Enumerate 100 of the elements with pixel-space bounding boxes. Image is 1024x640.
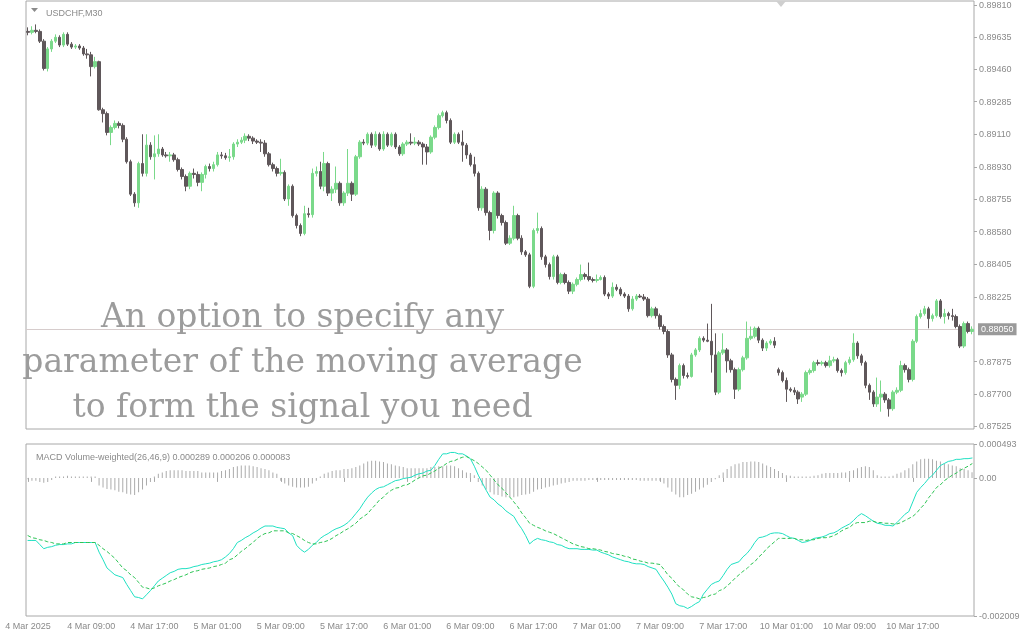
candlestick: [66, 31, 69, 47]
candlestick: [303, 205, 306, 236]
candlestick: [556, 254, 559, 285]
candlestick: [595, 274, 599, 283]
candlestick: [307, 207, 310, 219]
candlestick: [386, 131, 389, 148]
candlestick: [109, 124, 113, 146]
candlestick: [552, 254, 555, 281]
candlestick: [164, 151, 168, 159]
y-tick-label: 0.000493: [979, 439, 1017, 449]
candlestick: [966, 321, 970, 334]
y-tick-label: 0.00: [979, 472, 997, 483]
candlestick: [943, 308, 946, 325]
candlestick: [646, 296, 650, 318]
candlestick: [615, 283, 618, 292]
y-tick-label: -0.002009: [979, 611, 1020, 621]
candlestick: [243, 132, 247, 144]
candlestick: [382, 130, 385, 152]
candlestick: [58, 34, 61, 48]
candlestick: [350, 180, 354, 202]
y-tick-label: 0.89810: [979, 0, 1012, 10]
text: MACD Volume-weighted(26,46,9) 0.000289 0.000206 0.000083: [36, 451, 291, 462]
candlestick: [773, 336, 776, 349]
candlestick: [631, 295, 634, 312]
x-tick-label: 10 Mar 09:00: [823, 620, 877, 631]
candlestick: [287, 183, 290, 207]
x-tick-label: 6 Mar 09:00: [446, 620, 495, 631]
candlestick: [678, 363, 681, 390]
candlestick: [370, 131, 373, 149]
candlestick: [879, 380, 883, 413]
y-tick-label: 0.89110: [979, 128, 1011, 139]
candlestick: [453, 131, 456, 145]
candlestick: [611, 281, 614, 299]
candlestick: [251, 135, 255, 145]
candlestick: [559, 272, 563, 285]
candlestick: [939, 298, 942, 320]
candlestick: [30, 25, 34, 35]
candlestick: [824, 360, 828, 369]
candlestick: [812, 360, 816, 374]
x-tick-label: 5 Mar 17:00: [319, 620, 368, 631]
x-tick-label: 5 Mar 01:00: [193, 620, 242, 631]
candlestick: [62, 31, 65, 48]
y-tick-label: 0.87875: [979, 356, 1012, 367]
candlestick: [852, 332, 855, 363]
candlestick: [141, 133, 144, 177]
candlestick: [832, 356, 836, 364]
y-tick-label: 0.88930: [979, 162, 1012, 173]
candlestick: [149, 141, 152, 161]
candlestick: [512, 205, 516, 241]
x-tick-label: 5 Mar 09:00: [256, 620, 305, 631]
text: USDCHF,M30: [46, 7, 103, 18]
y-tick-label: 0.88580: [979, 226, 1012, 237]
ref-line-label: 0.88050: [981, 324, 1014, 335]
candlestick: [153, 134, 156, 180]
candlestick: [240, 136, 243, 145]
candlestick: [816, 359, 820, 367]
y-tick-label: 0.88405: [979, 258, 1012, 269]
candlestick: [196, 171, 200, 187]
candlestick: [682, 363, 685, 379]
x-tick-label: 6 Mar 17:00: [509, 620, 558, 631]
candlestick: [275, 166, 279, 177]
candlestick: [89, 51, 93, 77]
y-tick-label: 0.88225: [979, 292, 1012, 303]
y-tick-label: 0.87525: [979, 421, 1012, 432]
candlestick: [413, 136, 417, 146]
candlestick: [390, 131, 393, 148]
candlestick: [425, 143, 429, 166]
candlestick: [145, 133, 148, 177]
candlestick: [796, 389, 800, 405]
y-tick-label: 0.88755: [979, 194, 1012, 205]
candlestick: [603, 274, 606, 297]
candlestick: [899, 360, 903, 393]
candlestick: [875, 377, 879, 408]
candlestick: [216, 151, 219, 168]
candlestick: [93, 56, 97, 69]
candlestick: [322, 151, 326, 192]
candlestick: [374, 130, 377, 148]
candlestick: [725, 347, 729, 374]
candlestick: [105, 111, 109, 136]
y-tick-label: 0.89460: [979, 64, 1012, 75]
candlestick: [820, 360, 824, 367]
candlestick: [74, 43, 77, 50]
candlestick: [338, 180, 342, 207]
y-tick-label: 0.87700: [979, 388, 1012, 399]
candlestick: [224, 152, 227, 161]
candlestick: [480, 185, 484, 212]
candlestick: [279, 158, 283, 177]
candlestick: [935, 298, 938, 318]
candlestick: [927, 306, 930, 329]
x-tick-label: 4 Mar 2025: [5, 620, 51, 631]
candlestick: [409, 132, 413, 146]
candlestick: [947, 311, 950, 321]
candlestick: [208, 163, 211, 172]
annotation: An option to specify any parameter of the moving average to form the signal you need: [21, 295, 584, 427]
candlestick: [638, 293, 642, 299]
candlestick: [753, 326, 757, 339]
candlestick: [259, 138, 263, 153]
candlestick: [492, 190, 496, 234]
candlestick: [698, 335, 701, 353]
candlestick: [366, 131, 369, 146]
